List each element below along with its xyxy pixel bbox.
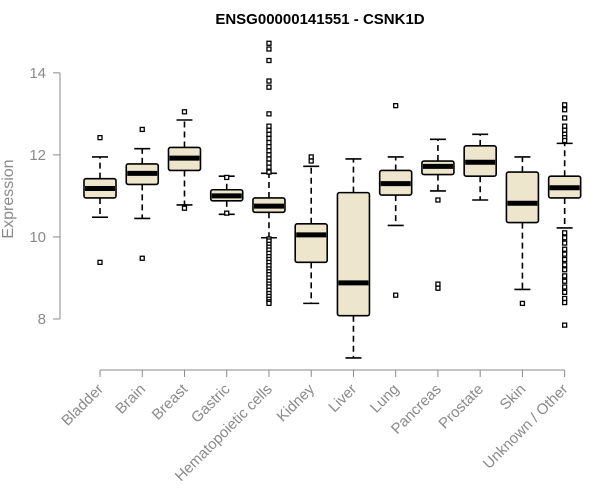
box-liver bbox=[336, 158, 371, 359]
box-hematopoietic-cells bbox=[252, 40, 286, 307]
outlier-point bbox=[562, 289, 568, 295]
box-gastric bbox=[209, 174, 244, 216]
outlier-point bbox=[562, 273, 568, 279]
outlier-point bbox=[266, 300, 272, 307]
outlier-point bbox=[435, 281, 441, 287]
box-breast bbox=[167, 109, 202, 211]
box-pancreas bbox=[421, 138, 455, 291]
outlier-point bbox=[97, 134, 103, 141]
outlier-point bbox=[562, 256, 568, 263]
outlier-point bbox=[562, 267, 568, 273]
y-tick-label: 12 bbox=[29, 147, 46, 164]
outlier-point bbox=[266, 111, 272, 117]
box-skin bbox=[505, 156, 540, 307]
outlier-point bbox=[393, 102, 399, 109]
x-tick-label: Liver bbox=[325, 381, 360, 416]
x-tick-label: Breast bbox=[149, 380, 192, 423]
outlier-point bbox=[308, 158, 314, 164]
outlier-point bbox=[266, 152, 272, 158]
box-unknown-other bbox=[547, 102, 582, 328]
outlier-point bbox=[562, 107, 568, 113]
box-iqr bbox=[294, 222, 329, 264]
outlier-point bbox=[181, 109, 188, 115]
x-tick-label: Kidney bbox=[274, 380, 319, 425]
outlier-point bbox=[266, 46, 272, 52]
outlier-point bbox=[266, 78, 272, 84]
outlier-point bbox=[266, 127, 272, 133]
outlier-point bbox=[393, 292, 399, 298]
outlier-point bbox=[97, 259, 103, 266]
outlier-point bbox=[266, 148, 272, 154]
y-axis: 8 10 12 14 bbox=[29, 65, 61, 328]
outlier-point bbox=[266, 139, 272, 146]
x-tick-label: Prostate bbox=[435, 381, 487, 433]
outlier-point bbox=[266, 135, 272, 142]
box-lung bbox=[378, 102, 413, 298]
outlier-point bbox=[181, 205, 188, 211]
box-iqr bbox=[336, 191, 371, 317]
outlier-point bbox=[308, 154, 314, 160]
outlier-point bbox=[562, 251, 568, 257]
x-tick-label: Lung bbox=[367, 381, 403, 417]
outlier-point bbox=[435, 197, 441, 203]
outlier-point bbox=[266, 40, 272, 46]
outlier-point bbox=[562, 123, 568, 129]
outlier-point bbox=[266, 164, 272, 170]
box-prostate bbox=[463, 133, 497, 201]
y-axis-label: Expression bbox=[0, 159, 17, 238]
outlier-point bbox=[562, 262, 568, 268]
x-tick-label: Bladder bbox=[58, 381, 107, 430]
outlier-point bbox=[562, 137, 568, 144]
outlier-point bbox=[562, 246, 568, 252]
outlier-point bbox=[562, 102, 568, 108]
outlier-point bbox=[562, 240, 568, 246]
box-kidney bbox=[294, 154, 329, 305]
y-tick-label: 14 bbox=[29, 65, 46, 82]
x-tick-label: Skin bbox=[497, 381, 530, 414]
outlier-point bbox=[562, 322, 568, 328]
y-tick-label: 8 bbox=[38, 311, 46, 328]
outlier-point bbox=[435, 285, 441, 291]
outlier-point bbox=[139, 255, 145, 261]
outlier-point bbox=[562, 235, 568, 241]
outlier-point bbox=[562, 284, 568, 290]
outlier-point bbox=[562, 295, 568, 302]
outlier-point bbox=[266, 156, 272, 162]
outlier-point bbox=[266, 57, 272, 64]
box-iqr bbox=[505, 171, 540, 224]
outlier-point bbox=[139, 126, 145, 133]
outlier-point bbox=[224, 174, 230, 181]
outlier-point bbox=[266, 123, 272, 129]
outlier-point bbox=[266, 169, 272, 175]
outlier-point bbox=[519, 300, 526, 307]
y-tick-label: 10 bbox=[29, 229, 46, 246]
outlier-point bbox=[562, 278, 568, 284]
outlier-point bbox=[266, 131, 272, 138]
box-brain bbox=[125, 126, 160, 261]
outlier-point bbox=[266, 84, 272, 90]
outlier-point bbox=[224, 210, 230, 216]
outlier-point bbox=[266, 160, 272, 166]
plot-area bbox=[83, 40, 582, 359]
outlier-point bbox=[266, 144, 272, 150]
outlier-point bbox=[562, 230, 568, 236]
x-tick-label: Brain bbox=[112, 381, 149, 418]
outlier-point bbox=[562, 299, 568, 306]
outlier-point bbox=[562, 115, 568, 121]
outlier-point bbox=[562, 127, 568, 133]
chart-title: ENSG00000141551 - CSNK1D bbox=[215, 11, 424, 28]
box-bladder bbox=[83, 134, 117, 266]
